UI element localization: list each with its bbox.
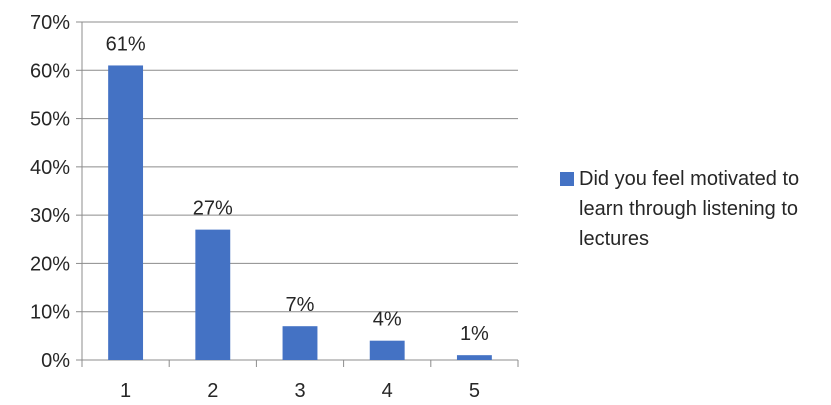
x-tick-label: 3 xyxy=(294,380,305,402)
legend: Did you feel motivated to learn through … xyxy=(560,164,825,254)
y-tick-label: 20% xyxy=(30,253,70,275)
x-tick-label: 2 xyxy=(207,380,218,402)
data-label: 1% xyxy=(460,323,489,345)
data-label: 7% xyxy=(286,294,315,316)
y-tick-label: 10% xyxy=(30,302,70,324)
bar xyxy=(195,229,231,360)
data-label: 4% xyxy=(373,309,402,331)
y-tick-label: 50% xyxy=(30,109,70,131)
data-label: 61% xyxy=(106,33,146,55)
y-tick-label: 70% xyxy=(30,12,70,34)
y-tick-label: 40% xyxy=(30,157,70,179)
x-tick-label: 1 xyxy=(120,380,131,402)
x-tick-label: 5 xyxy=(469,380,480,402)
bar xyxy=(108,65,144,360)
data-label: 27% xyxy=(193,198,233,220)
legend-label: Did you feel motivated to learn through … xyxy=(579,168,800,250)
bar xyxy=(369,340,405,360)
y-tick-label: 30% xyxy=(30,205,70,227)
bar xyxy=(456,355,492,360)
y-tick-label: 60% xyxy=(30,60,70,82)
legend-swatch xyxy=(560,172,574,186)
x-tick-label: 4 xyxy=(382,380,393,402)
y-tick-label: 0% xyxy=(41,350,70,372)
bar xyxy=(282,326,318,360)
